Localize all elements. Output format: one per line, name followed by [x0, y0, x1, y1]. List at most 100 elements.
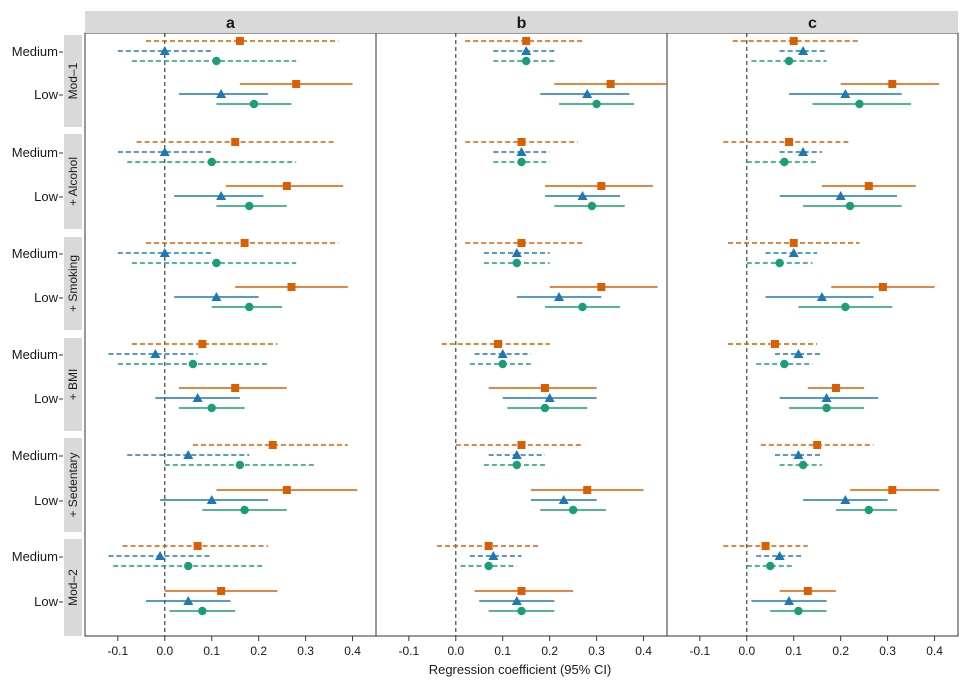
point-circle — [198, 606, 207, 616]
facet-strip-bg — [85, 11, 376, 33]
point-circle — [855, 99, 864, 109]
x-tick-label: 0.4 — [635, 644, 652, 658]
point-square — [761, 542, 770, 550]
y-level-label: Medium — [12, 145, 58, 160]
point-triangle — [159, 248, 170, 257]
point-circle — [517, 606, 526, 616]
y-level-label: Medium — [12, 549, 58, 564]
facet-strip-label: c — [808, 15, 817, 32]
point-circle — [568, 505, 578, 515]
point-square — [217, 587, 226, 595]
point-circle — [512, 460, 522, 470]
point-triangle — [511, 248, 522, 257]
point-square — [282, 182, 291, 190]
point-triangle — [554, 292, 565, 301]
point-circle — [184, 561, 193, 571]
point-triangle — [216, 191, 227, 200]
point-triangle — [206, 495, 217, 504]
point-triangle — [835, 191, 846, 200]
y-level-label: Low — [34, 189, 58, 204]
point-square — [193, 542, 202, 550]
point-circle — [798, 460, 808, 470]
point-triangle — [488, 551, 499, 560]
point-triangle — [784, 596, 795, 605]
row-strip-bg — [64, 338, 82, 431]
facet-strip-label: b — [517, 15, 527, 32]
point-circle — [864, 505, 874, 515]
x-tick-label: -0.1 — [690, 644, 711, 658]
y-level-label: Medium — [12, 246, 58, 261]
row-strip-bg — [64, 237, 82, 330]
point-circle — [212, 258, 221, 268]
point-triangle — [511, 450, 522, 459]
point-triangle — [159, 147, 170, 156]
facet-strips: Mod–1 + Alcohol + Smoking + BMI + Sedentary M… — [64, 11, 958, 636]
point-triangle — [521, 46, 532, 55]
y-level-label: Low — [34, 87, 58, 102]
y-level-label: Medium — [12, 448, 58, 463]
row-strip-label: + Sedentary — [66, 452, 80, 517]
point-square — [789, 37, 798, 45]
point-circle — [212, 56, 221, 66]
point-circle — [235, 460, 245, 470]
point-square — [282, 486, 291, 494]
x-tick-label: 0.0 — [156, 644, 173, 658]
point-square — [484, 542, 493, 550]
point-triangle — [821, 393, 832, 402]
facet-strip-bg — [667, 11, 958, 33]
panel-c — [666, 32, 959, 637]
point-circle — [540, 403, 550, 413]
point-triangle — [150, 349, 161, 358]
panel-backgrounds — [84, 32, 959, 637]
point-square — [864, 182, 873, 190]
y-level-label: Low — [34, 290, 58, 305]
point-circle — [780, 359, 789, 369]
x-tick-label: -0.1 — [399, 644, 420, 658]
x-tick-label: 0.4 — [926, 644, 943, 658]
x-tick-label: 0.3 — [588, 644, 605, 658]
point-circle — [188, 359, 198, 369]
point-triangle — [192, 393, 203, 402]
point-triangle — [840, 89, 851, 98]
x-tick-label: 0.3 — [879, 644, 896, 658]
point-square — [813, 441, 822, 449]
point-square — [597, 283, 606, 291]
point-triangle — [793, 349, 804, 358]
panel-b — [375, 32, 668, 637]
point-square — [803, 587, 812, 595]
point-circle — [784, 56, 794, 66]
point-triangle — [793, 450, 804, 459]
point-square — [517, 239, 526, 247]
point-circle — [240, 505, 249, 515]
y-level-label: Low — [34, 594, 58, 609]
x-tick-label: 0.1 — [203, 644, 220, 658]
point-square — [235, 37, 244, 45]
x-tick-label: 0.0 — [738, 644, 755, 658]
point-square — [240, 239, 249, 247]
point-triangle — [558, 495, 569, 504]
point-circle — [845, 201, 855, 211]
point-triangle — [816, 292, 827, 301]
axes: Medium Low Medium Low Medium Low Medium Low Medi… — [12, 44, 943, 658]
point-square — [517, 138, 526, 146]
point-triangle — [159, 46, 170, 55]
point-square — [517, 587, 526, 595]
point-triangle — [183, 450, 194, 459]
point-square — [888, 486, 897, 494]
row-strip-label: + BMI — [66, 369, 80, 401]
x-tick-label: 0.1 — [494, 644, 511, 658]
point-square — [522, 37, 531, 45]
row-strip-bg — [64, 438, 82, 532]
point-triangle — [155, 551, 166, 560]
point-triangle — [577, 191, 588, 200]
point-triangle — [774, 551, 785, 560]
point-square — [785, 138, 794, 146]
y-level-label: Low — [34, 391, 58, 406]
point-square — [494, 340, 503, 348]
panel-a — [84, 32, 377, 637]
point-circle — [592, 99, 601, 109]
row-strip-bg — [64, 134, 82, 229]
point-circle — [498, 359, 507, 369]
facet-strip-bg — [376, 11, 667, 33]
point-square — [198, 340, 207, 348]
